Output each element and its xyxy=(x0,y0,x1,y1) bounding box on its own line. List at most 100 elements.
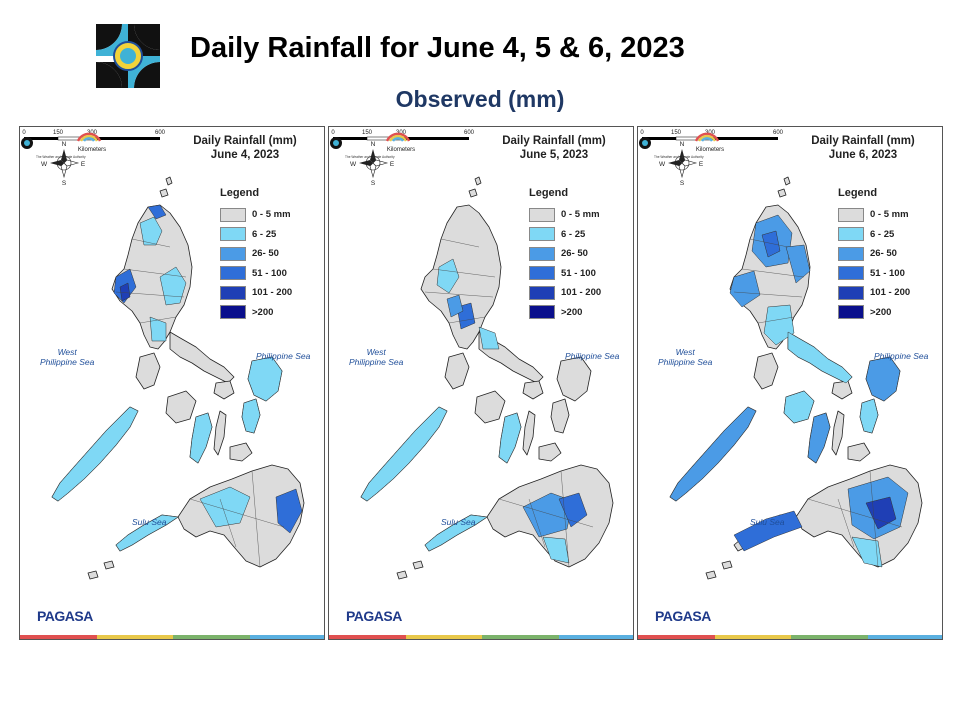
rainfall-overlay xyxy=(360,258,588,564)
compass-label-n: N xyxy=(371,141,376,148)
rain-region-7 xyxy=(859,398,879,434)
sea-label-sulu: Sulu Sea xyxy=(441,517,476,527)
rain-region-10 xyxy=(669,406,757,502)
island-sulu1 xyxy=(721,560,733,570)
rain-region-8 xyxy=(275,488,303,534)
rain-region-8 xyxy=(542,536,570,564)
sea-label-line: Philippine Sea xyxy=(565,351,620,361)
rain-region-7 xyxy=(199,486,251,528)
province-boundaries xyxy=(115,238,285,568)
legend-swatch xyxy=(220,305,246,320)
stripe-segment xyxy=(791,635,868,639)
sea-label-west: West Philippine Sea xyxy=(349,347,403,367)
island-sulu2 xyxy=(87,570,99,580)
stripe-segment xyxy=(558,635,633,639)
island-sulu1 xyxy=(412,560,424,570)
stripe-segment xyxy=(714,635,791,639)
boundary-line-0 xyxy=(131,238,171,248)
rain-region-2 xyxy=(119,282,131,302)
scale-unit-label: Kilometers xyxy=(78,147,106,153)
boundary-line-2 xyxy=(733,291,803,298)
scale-tick-label: 0 xyxy=(331,130,335,136)
sea-label-line: West xyxy=(675,347,695,357)
island-mindoro xyxy=(753,352,779,390)
scale-tick-label: 600 xyxy=(464,130,475,136)
map-panels: N S E W Daily Rainfall (mm) June 4, 2023 Legen… xyxy=(19,126,943,640)
rain-region-6 xyxy=(865,356,901,402)
boundary-line-2 xyxy=(115,291,185,298)
sea-label-sulu: Sulu Sea xyxy=(132,517,167,527)
compass-label-n: N xyxy=(62,141,67,148)
island-cebu xyxy=(831,410,845,456)
sea-label-line: Philippine Sea xyxy=(40,357,95,367)
legend-item: >200 xyxy=(220,303,320,323)
rain-region-5 xyxy=(787,331,853,384)
rain-region-8 xyxy=(783,390,815,424)
stripe-segment xyxy=(867,635,942,639)
legend-title: Legend xyxy=(838,187,878,199)
pagasa-tagline: The Weather and Climate Authority xyxy=(654,155,704,159)
legend-label: 6 - 25 xyxy=(870,228,895,240)
scale-tick-label: 150 xyxy=(53,130,64,136)
rain-region-5 xyxy=(51,406,139,502)
brand-color-stripe xyxy=(638,635,942,639)
island-masbate xyxy=(831,380,853,400)
rain-region-3 xyxy=(159,266,187,306)
rain-region-10 xyxy=(241,398,261,434)
island-bohol xyxy=(229,442,253,462)
map-panel-june-5: N S E W Daily Rainfall (mm) June 5, 2023 Legen… xyxy=(328,126,634,640)
island-cebu xyxy=(213,410,227,456)
boundary-line-1 xyxy=(123,268,187,278)
boundary-line-0 xyxy=(440,238,480,248)
stripe-segment xyxy=(20,635,97,639)
boundary-line-6 xyxy=(189,498,285,528)
legend-label: 26- 50 xyxy=(870,248,897,260)
legend-label: 6 - 25 xyxy=(252,228,277,240)
legend-label: 0 - 5 mm xyxy=(561,209,600,221)
sea-label-east: Philippine Sea xyxy=(874,351,928,361)
legend-swatch xyxy=(838,207,864,222)
boundary-line-5 xyxy=(251,470,261,568)
legend-swatch xyxy=(529,305,555,320)
legend-swatch xyxy=(838,246,864,261)
panel-title-line: June 5, 2023 xyxy=(519,149,589,161)
legend-item: 6 - 25 xyxy=(529,225,629,245)
dost-logo xyxy=(96,24,160,88)
sea-label-line: Sulu Sea xyxy=(750,517,785,527)
compass-rose-icon: N S E W xyxy=(350,141,395,187)
legend-item: 51 - 100 xyxy=(220,264,320,284)
island-panay xyxy=(165,390,197,424)
boundary-line-1 xyxy=(432,268,496,278)
legend: Legend 0 - 5 mm 6 - 25 26- 50 51 - 100 101 - … xyxy=(529,187,629,322)
sea-label-sulu: Sulu Sea xyxy=(750,517,785,527)
boundary-line-6 xyxy=(498,498,594,528)
legend-swatch xyxy=(220,285,246,300)
legend-label: 26- 50 xyxy=(561,248,588,260)
island-sulu2 xyxy=(705,570,717,580)
panel-title-line: Daily Rainfall (mm) xyxy=(502,135,606,147)
rain-region-4 xyxy=(763,304,795,346)
legend-swatch xyxy=(838,305,864,320)
stripe-segment xyxy=(96,635,173,639)
legend-title: Legend xyxy=(220,187,260,199)
island-babuyan xyxy=(468,188,478,198)
scale-tick-label: 0 xyxy=(640,130,644,136)
rain-region-0 xyxy=(436,258,460,294)
compass-label-w: W xyxy=(659,161,666,168)
sea-label-line: West xyxy=(57,347,77,357)
stripe-segment xyxy=(329,635,406,639)
sea-label-line: Philippine Sea xyxy=(256,351,311,361)
pagasa-wordmark: PAGASA xyxy=(655,608,711,624)
rain-region-1 xyxy=(761,230,781,258)
pagasa-wordmark: PAGASA xyxy=(37,608,93,624)
page-subtitle: Observed (mm) xyxy=(395,86,565,112)
scale-tick-label: 0 xyxy=(22,130,26,136)
rain-region-12 xyxy=(147,204,167,220)
island-batanes xyxy=(474,176,482,186)
brand-color-stripe xyxy=(20,635,324,639)
island-luzon xyxy=(420,204,502,350)
island-mindoro xyxy=(135,352,161,390)
island-bicol xyxy=(169,331,235,384)
sea-label-line: West xyxy=(366,347,386,357)
boundary-line-1 xyxy=(741,268,805,278)
